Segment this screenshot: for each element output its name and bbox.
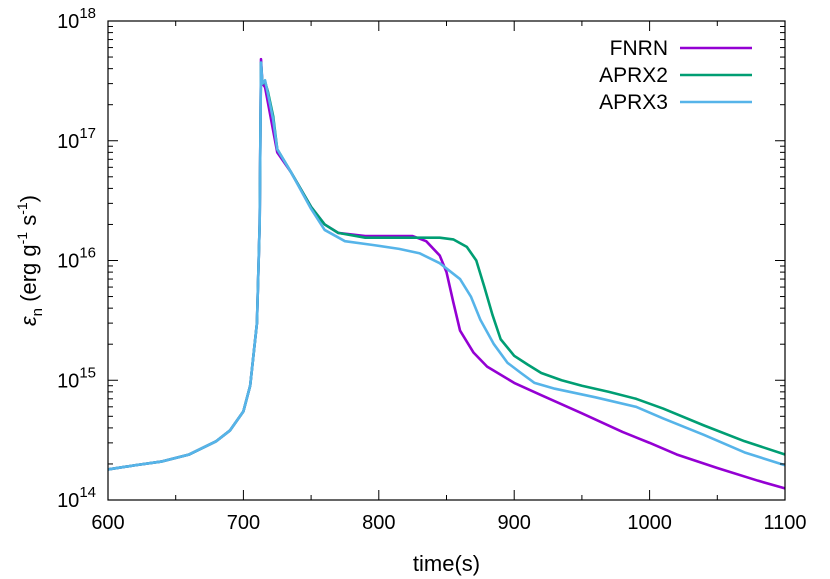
y-tick-base: 10 [57,370,79,392]
plot-frame [107,20,786,501]
y-axis-symbol: ε [16,316,41,326]
y-tick-base: 10 [57,11,79,33]
y-tick-label: 1014 [57,484,96,512]
series-line-aprx2 [107,61,786,471]
y-axis-unit-open: (erg g [16,244,41,308]
x-tick-label: 600 [91,512,124,534]
y-tick-base: 10 [57,131,79,153]
y-tick-exponent: 16 [79,245,96,262]
y-axis-unit-mid: s [16,215,41,232]
legend-label: APRX2 [599,64,668,87]
y-axis-label: εn (erg g-1 s-1) [14,195,46,326]
y-tick-label: 1016 [57,245,96,273]
y-tick-base: 10 [57,251,79,273]
x-tick-label: 800 [362,512,395,534]
x-tick-label: 1100 [763,512,806,534]
ticks-layer [107,20,786,501]
x-tick-label: 700 [227,512,260,534]
series-line-fnrn [107,57,786,490]
y-axis-subscript: n [29,308,46,316]
y-tick-exponent: 14 [79,484,96,501]
x-tick-label: 1000 [627,512,672,534]
y-tick-exponent: 17 [79,125,96,142]
legend-label: FNRN [610,37,668,60]
y-axis-unit-close: ) [16,195,41,202]
y-tick-exponent: 15 [79,364,96,381]
y-axis-exp1: -1 [14,232,30,245]
y-tick-exponent: 18 [79,5,96,22]
x-tick-label: 900 [498,512,531,534]
legend-label: APRX3 [599,91,668,114]
y-tick-base: 10 [57,490,79,512]
y-axis-exp2: -1 [14,202,30,215]
y-tick-label: 1015 [57,364,96,392]
series-line-aprx3 [107,61,786,471]
y-tick-label: 1017 [57,125,96,153]
series-layer [107,57,786,490]
legend: FNRN APRX2 APRX3 [599,37,752,114]
y-tick-label: 1018 [57,5,96,33]
x-axis-label: time(s) [413,551,480,576]
